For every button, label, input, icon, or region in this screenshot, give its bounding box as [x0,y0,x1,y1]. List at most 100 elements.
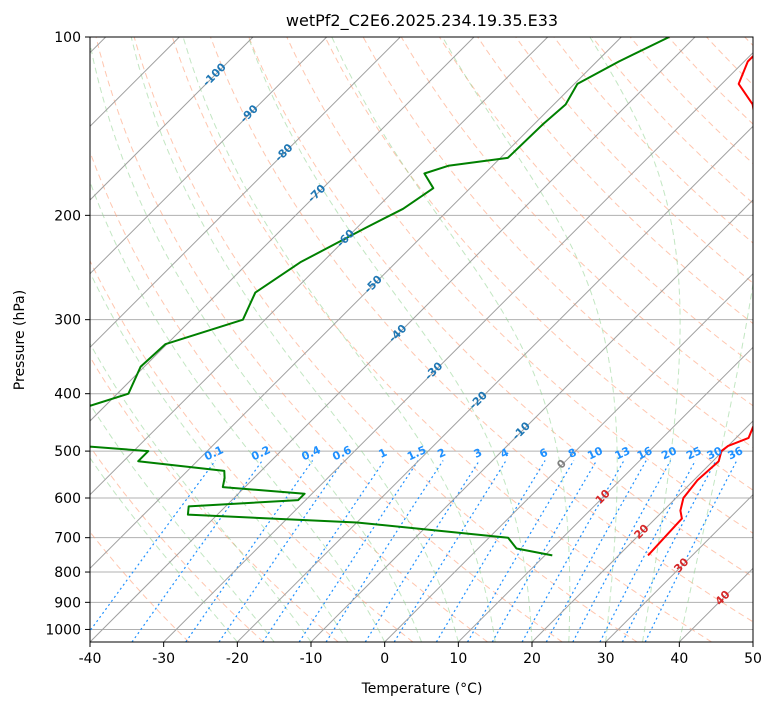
x-tick-label: 0 [380,651,389,667]
mixing-ratio-line [393,460,507,642]
x-tick-label: -20 [226,651,249,667]
y-tick-label: 800 [54,565,81,581]
mixing-ratio-label: 36 [726,444,746,462]
x-tick-label: -30 [152,651,175,667]
moist-adiabat [90,342,312,642]
axis-ticks: -40 -30 -20 -10 0 10 20 30 40 5010020030040050060… [45,30,762,667]
x-tick-label: 20 [523,651,541,667]
mixing-ratio-label: 1.5 [405,443,428,463]
dry-adiabat [90,531,190,642]
moist-adiabat [90,41,422,642]
dry-adiabat [133,37,638,642]
dry-adiabat [706,37,753,86]
mixing-ratio-line [491,460,598,642]
isotherm [531,420,753,642]
mixing-ratio-line [262,460,385,642]
y-tick-label: 500 [54,444,81,460]
mixing-ratio-label: 0.6 [330,443,353,463]
y-axis-label: Pressure (hPa) [12,290,28,390]
mixing-ratio-label: 13 [613,444,632,462]
mixing-ratio-label: 6 [537,446,550,461]
isotherm [678,567,753,642]
dry-adiabat [591,37,753,204]
dry-adiabat [90,150,488,642]
y-tick-label: 900 [54,595,81,611]
dewpoint-line [90,37,670,557]
moist-adiabat [589,37,681,642]
dry-adiabat [90,259,414,642]
dry-adiabat [477,37,753,325]
dry-adiabat [171,37,712,642]
chart-title: wetPf2_C2E6.2025.234.19.35.E33 [286,11,558,31]
dry-adiabat [553,37,753,244]
profile-lines [90,37,753,557]
isotherm [310,199,753,642]
isotherm [163,51,753,642]
y-tick-label: 400 [54,387,81,403]
dry-adiabat [210,37,753,623]
dry-adiabat [324,37,753,491]
mixing-ratio-line [572,460,672,642]
y-tick-label: 1000 [45,622,81,638]
dry-adiabat [90,355,339,642]
mixing-ratio-line [325,460,444,642]
plot-frame [89,36,754,643]
mixing-ratio-line [644,460,738,642]
x-tick-label: 40 [670,651,688,667]
mixing-ratio-label: 20 [659,444,679,462]
x-axis-label: Temperature (°C) [361,681,483,697]
mixing-ratio-line [521,460,625,642]
mixing-ratio-line [90,460,216,632]
mixing-ratio-label: 0.2 [249,443,272,463]
x-tick-label: 50 [744,651,762,667]
x-tick-label: -40 [79,651,102,667]
isotherm [90,37,475,422]
mixing-ratio-line [185,460,314,642]
mixing-ratio-label: 10 [585,444,605,462]
x-tick-label: 30 [597,651,615,667]
x-tick-label: -10 [300,651,323,667]
y-tick-label: 600 [54,491,81,507]
moist-adiabat [247,37,533,642]
moist-adiabat [678,280,753,642]
moist-adiabat [442,37,618,642]
isotherm [90,37,401,349]
isotherm [605,493,753,642]
moist-adiabat [331,37,571,642]
background-lines [90,37,753,642]
mixing-ratio-line [218,460,344,642]
dry-adiabat [95,37,563,642]
isotherm [752,641,753,642]
mixing-ratio-label: 1 [377,446,389,461]
y-tick-label: 200 [54,208,81,224]
mixing-ratio-line [599,460,696,642]
mixing-ratio-line [466,460,575,642]
mixing-ratio-label: 4 [498,446,511,461]
y-tick-label: 300 [54,313,81,329]
dry-adiabat [629,37,753,165]
mixing-ratio-line [364,460,480,642]
mixing-ratio-line [298,460,419,642]
isotherm-label: -30 [422,359,445,382]
isotherm [90,37,622,570]
mixing-ratio-label: 16 [635,444,655,462]
mixing-ratio-label: 2 [435,446,447,461]
dry-adiabat [248,37,753,578]
isotherm [384,272,753,642]
moist-adiabat [182,37,496,642]
dry-adiabat [744,37,753,47]
moist-adiabat [130,37,459,642]
moist-adiabat [90,457,238,642]
mixing-ratio-label: 0.4 [300,443,323,463]
mixing-ratio-line [435,460,546,642]
mixing-ratio-label: 25 [684,444,703,462]
mixing-ratio-label: 30 [705,444,725,462]
dry-adiabat [515,37,753,284]
dry-adiabat [668,37,753,125]
temperature-line [647,54,753,557]
isotherm [457,346,753,642]
moist-adiabat [90,403,275,642]
dry-adiabat [90,445,264,642]
isotherm-label: 0 [554,457,569,472]
